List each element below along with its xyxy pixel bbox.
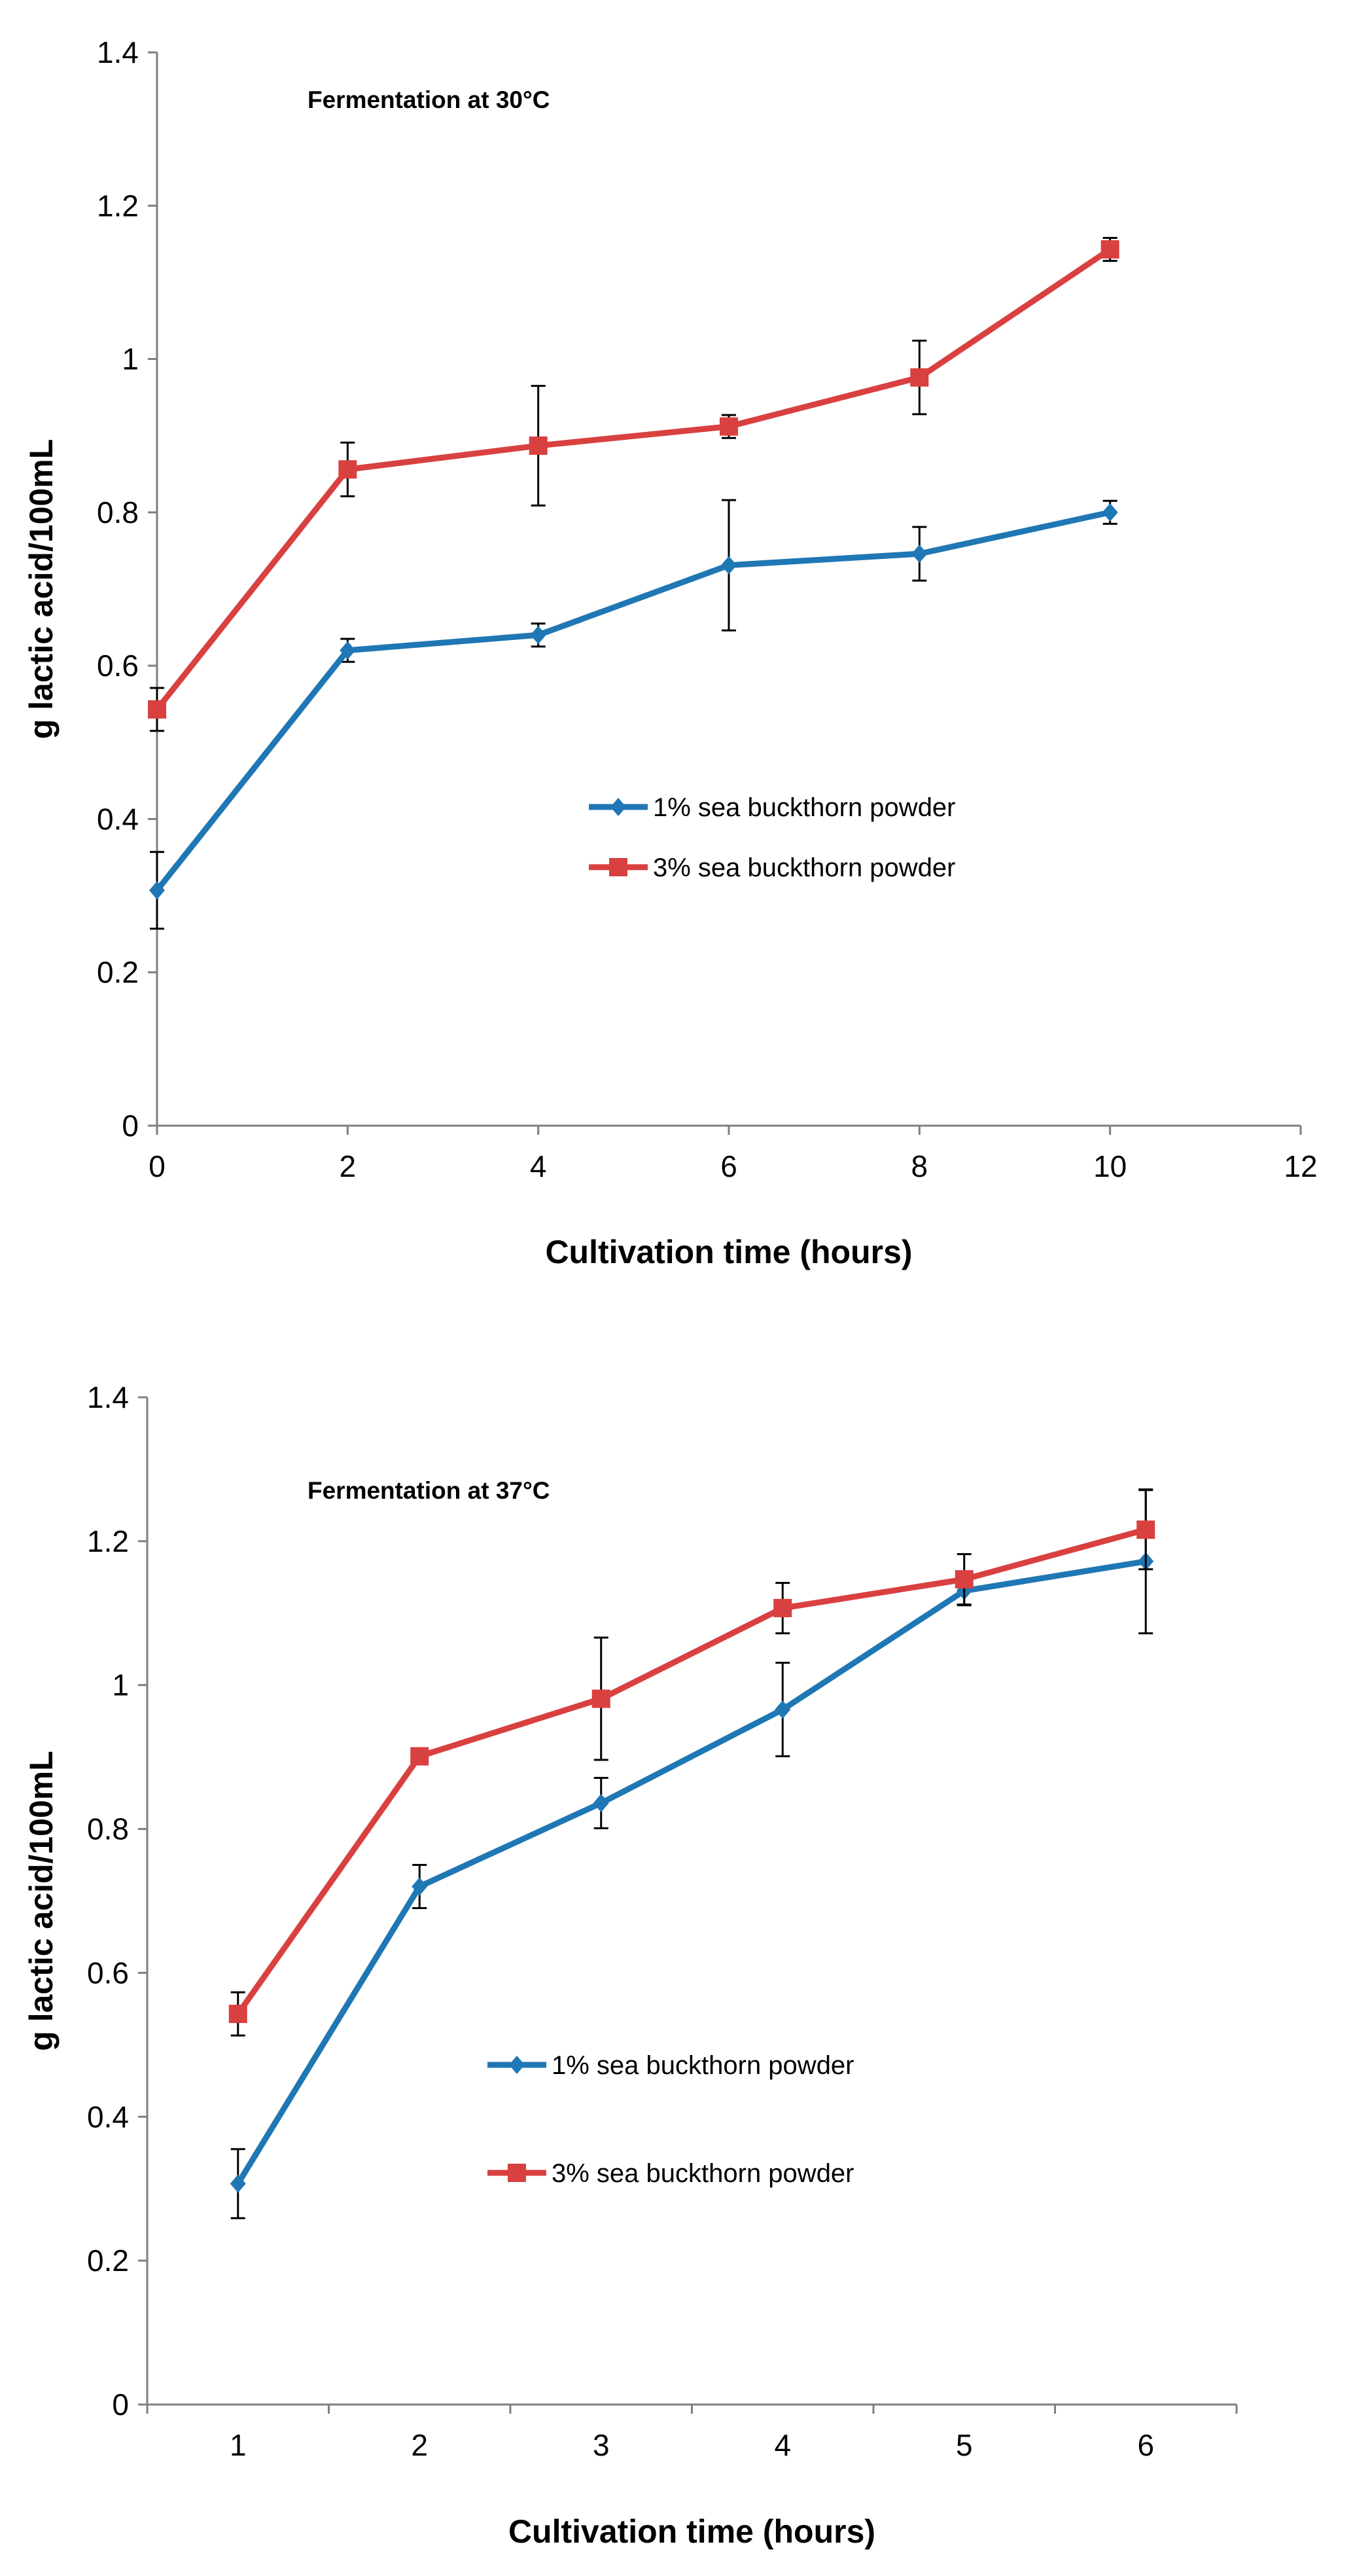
legend-marker-diamond [509, 2056, 525, 2074]
x-axis-title: Cultivation time (hours) [545, 1234, 912, 1270]
chart-2: 0 0.2 0.4 0.6 0.8 1 1.2 1.4 1 2 3 4 5 6 Fermentation a… [23, 1380, 1238, 2550]
data-point-square [1100, 240, 1119, 259]
y-tick-label: 0 [122, 1109, 139, 1143]
legend-marker-square [508, 2164, 526, 2182]
y-tick-label: 0.4 [87, 2100, 129, 2134]
y-tick-label: 0.4 [97, 802, 139, 836]
series-line [236, 1526, 1147, 2016]
y-axis-title: g lactic acid/100mL [23, 1751, 60, 2051]
data-point-diamond [593, 1793, 609, 1812]
data-point-diamond [412, 1877, 428, 1896]
data-point-square [591, 1689, 610, 1708]
data-point-diamond [530, 626, 546, 645]
legend-label: 1% sea buckthorn powder [653, 793, 956, 822]
y-tick-label: 1.4 [87, 1380, 129, 1414]
data-point-diamond [911, 545, 928, 564]
x-tick-label: 6 [720, 1149, 737, 1183]
chart-1: 0 0.2 0.4 0.6 0.8 1 1.2 1.4 0 2 4 6 8 10 12 Fermentatio… [23, 35, 1318, 1270]
data-point-diamond [340, 641, 356, 660]
legend-label: 3% sea buckthorn powder [653, 853, 956, 882]
y-tick-label: 1 [122, 342, 139, 376]
y-tick-label: 0 [112, 2388, 129, 2422]
x-tick-label: 10 [1093, 1149, 1127, 1183]
data-point-square [148, 700, 166, 719]
data-point-diamond [721, 556, 737, 575]
x-tick-label: 2 [411, 2428, 428, 2462]
data-point-square [773, 1599, 792, 1618]
chart-title: Fermentation at 30°C [308, 86, 550, 113]
data-point-square [1136, 1520, 1155, 1539]
chart-title: Fermentation at 37°C [308, 1477, 550, 1504]
y-tick-label: 0.8 [87, 1812, 129, 1846]
y-tick-label: 0.6 [97, 649, 139, 683]
x-tick-label: 8 [911, 1149, 928, 1183]
x-tick-label: 4 [774, 2428, 791, 2462]
y-tick-label: 0.2 [97, 956, 139, 990]
legend-marker-diamond [610, 798, 626, 816]
series-line [154, 247, 1112, 711]
x-tick-label: 1 [230, 2428, 247, 2462]
x-tick-label: 4 [530, 1149, 547, 1183]
y-tick-label: 1.2 [97, 188, 139, 223]
y-tick-label: 1.4 [97, 35, 139, 69]
x-tick-label: 12 [1284, 1149, 1317, 1183]
x-tick-label: 2 [340, 1149, 357, 1183]
data-point-square [720, 417, 738, 436]
x-axis-title: Cultivation time (hours) [508, 2513, 875, 2550]
data-point-diamond [230, 2174, 246, 2193]
series-line [154, 509, 1111, 893]
legend-label: 3% sea buckthorn powder [552, 2159, 854, 2188]
data-point-square [410, 1747, 429, 1766]
x-tick-label: 3 [593, 2428, 610, 2462]
y-tick-label: 0.8 [97, 495, 139, 529]
data-point-diamond [775, 1700, 791, 1719]
legend-marker-square [609, 858, 627, 876]
y-axis-title: g lactic acid/100mL [23, 439, 60, 740]
data-point-diamond [1102, 503, 1118, 522]
data-point-square [529, 436, 548, 455]
x-tick-label: 6 [1137, 2428, 1154, 2462]
data-point-diamond [149, 881, 165, 900]
data-point-square [955, 1570, 974, 1589]
series-line [235, 1558, 1146, 2185]
legend-label: 1% sea buckthorn powder [552, 2051, 854, 2080]
y-tick-label: 0.6 [87, 1956, 129, 1990]
data-point-square [910, 368, 929, 387]
data-point-square [338, 460, 357, 479]
x-tick-label: 0 [149, 1149, 166, 1183]
data-point-square [228, 2005, 247, 2024]
y-tick-label: 1 [112, 1668, 129, 1702]
y-tick-label: 0.2 [87, 2244, 129, 2278]
y-tick-label: 1.2 [87, 1524, 129, 1558]
x-tick-label: 5 [956, 2428, 973, 2462]
